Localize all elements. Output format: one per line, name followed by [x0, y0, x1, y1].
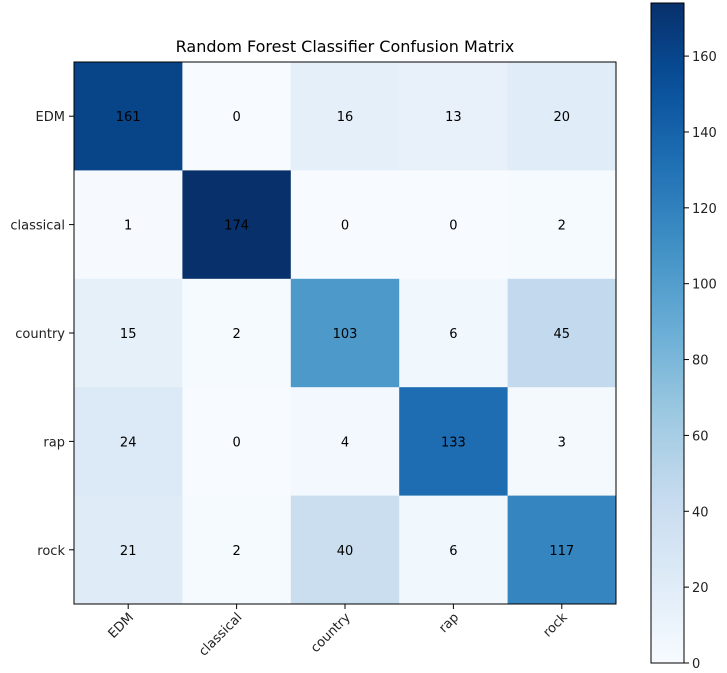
- colorbar-tick-label: 0: [692, 657, 700, 672]
- colorbar-gradient: [651, 3, 684, 663]
- x-tick-label: classical: [196, 610, 245, 659]
- heatmap-cell-0-0: [74, 62, 183, 171]
- colorbar-ticks: 0 20 40 60 80 100 120 140 160: [684, 50, 717, 672]
- cell-value-1-4: 2: [558, 219, 566, 234]
- heatmap-cell-3-1: [182, 387, 292, 497]
- x-tick-label: rap: [436, 610, 462, 636]
- x-tick-label: country: [308, 610, 354, 656]
- heatmap-cell-3-0: [74, 387, 183, 497]
- cell-value-1-0: 1: [124, 219, 132, 234]
- colorbar-tick-label: 120: [692, 202, 717, 217]
- heatmap-cell-0-2: [290, 62, 400, 171]
- heatmap-cell-2-0: [74, 278, 183, 388]
- heatmap-cell-2-3: [399, 278, 509, 388]
- colorbar-frame: [650, 2, 685, 664]
- colorbar-tick-label: 100: [692, 278, 717, 293]
- colorbar-tick-label: 60: [692, 429, 709, 444]
- heatmap-cell-2-4: [507, 278, 617, 388]
- heatmap-cell-4-3: [399, 495, 509, 605]
- heatmap-cell-3-2: [290, 387, 400, 497]
- cell-value-1-3: 0: [449, 219, 457, 234]
- cell-value-0-3: 13: [445, 110, 462, 125]
- cell-value-2-4: 45: [554, 327, 571, 342]
- cell-value-3-2: 4: [341, 435, 349, 450]
- heatmap-cell-4-2: [290, 495, 400, 605]
- heatmap-cell-1-4: [507, 170, 617, 280]
- cell-value-4-4: 117: [549, 544, 574, 559]
- cell-value-2-3: 6: [449, 327, 457, 342]
- y-tick-label: EDM: [36, 110, 65, 125]
- heatmap-cell-3-4: [507, 387, 617, 497]
- y-tick-label: country: [15, 327, 65, 342]
- heatmap-cell-0-3: [399, 62, 509, 171]
- heatmap-cell-2-1: [182, 278, 292, 388]
- heatmap-cell-2-2: [290, 278, 400, 388]
- colorbar-tick-label: 20: [692, 581, 709, 596]
- cell-value-0-2: 16: [337, 110, 354, 125]
- heatmap-cell-0-4: [507, 62, 617, 171]
- chart-title: Random Forest Classifier Confusion Matri…: [176, 37, 515, 56]
- cell-value-2-1: 2: [232, 327, 240, 342]
- cell-value-1-1: 174: [224, 219, 249, 234]
- x-axis-ticks: EDM classical country rap rock: [106, 604, 571, 659]
- cell-value-0-4: 20: [554, 110, 571, 125]
- heatmap-cell-4-4: [507, 495, 617, 605]
- x-tick-label: EDM: [106, 610, 137, 641]
- cell-value-1-2: 0: [341, 219, 349, 234]
- cell-value-4-3: 6: [449, 544, 457, 559]
- cell-value-3-1: 0: [232, 435, 240, 450]
- cell-value-3-4: 3: [558, 435, 566, 450]
- cell-value-3-0: 24: [120, 435, 137, 450]
- cell-value-3-3: 133: [441, 435, 466, 450]
- cell-value-0-1: 0: [232, 110, 240, 125]
- colorbar-tick-label: 160: [692, 50, 717, 65]
- heatmap-cell-1-3: [399, 170, 509, 280]
- heatmap-cell-1-0: [74, 170, 183, 280]
- heatmap-cells: [74, 62, 617, 605]
- cell-value-4-1: 2: [232, 544, 240, 559]
- heatmap-cell-0-1: [182, 62, 292, 171]
- colorbar-tick-label: 40: [692, 505, 709, 520]
- y-tick-label: classical: [10, 219, 65, 234]
- heatmap-cell-4-0: [74, 495, 183, 605]
- cell-value-0-0: 161: [116, 110, 141, 125]
- x-tick-label: rock: [540, 610, 571, 641]
- heatmap-cell-4-1: [182, 495, 292, 605]
- cell-value-2-0: 15: [120, 327, 137, 342]
- cell-value-4-0: 21: [120, 544, 137, 559]
- colorbar-tick-label: 80: [692, 354, 709, 369]
- y-axis-ticks: EDM classical country rap rock: [10, 110, 74, 559]
- heatmap-cell-1-1: [182, 170, 292, 280]
- heatmap-cell-1-2: [290, 170, 400, 280]
- cell-value-4-2: 40: [337, 544, 354, 559]
- heatmap-cell-3-3: [399, 387, 509, 497]
- y-tick-label: rap: [43, 435, 65, 450]
- y-tick-label: rock: [37, 544, 65, 559]
- colorbar-tick-label: 140: [692, 126, 717, 141]
- cell-value-2-2: 103: [333, 327, 358, 342]
